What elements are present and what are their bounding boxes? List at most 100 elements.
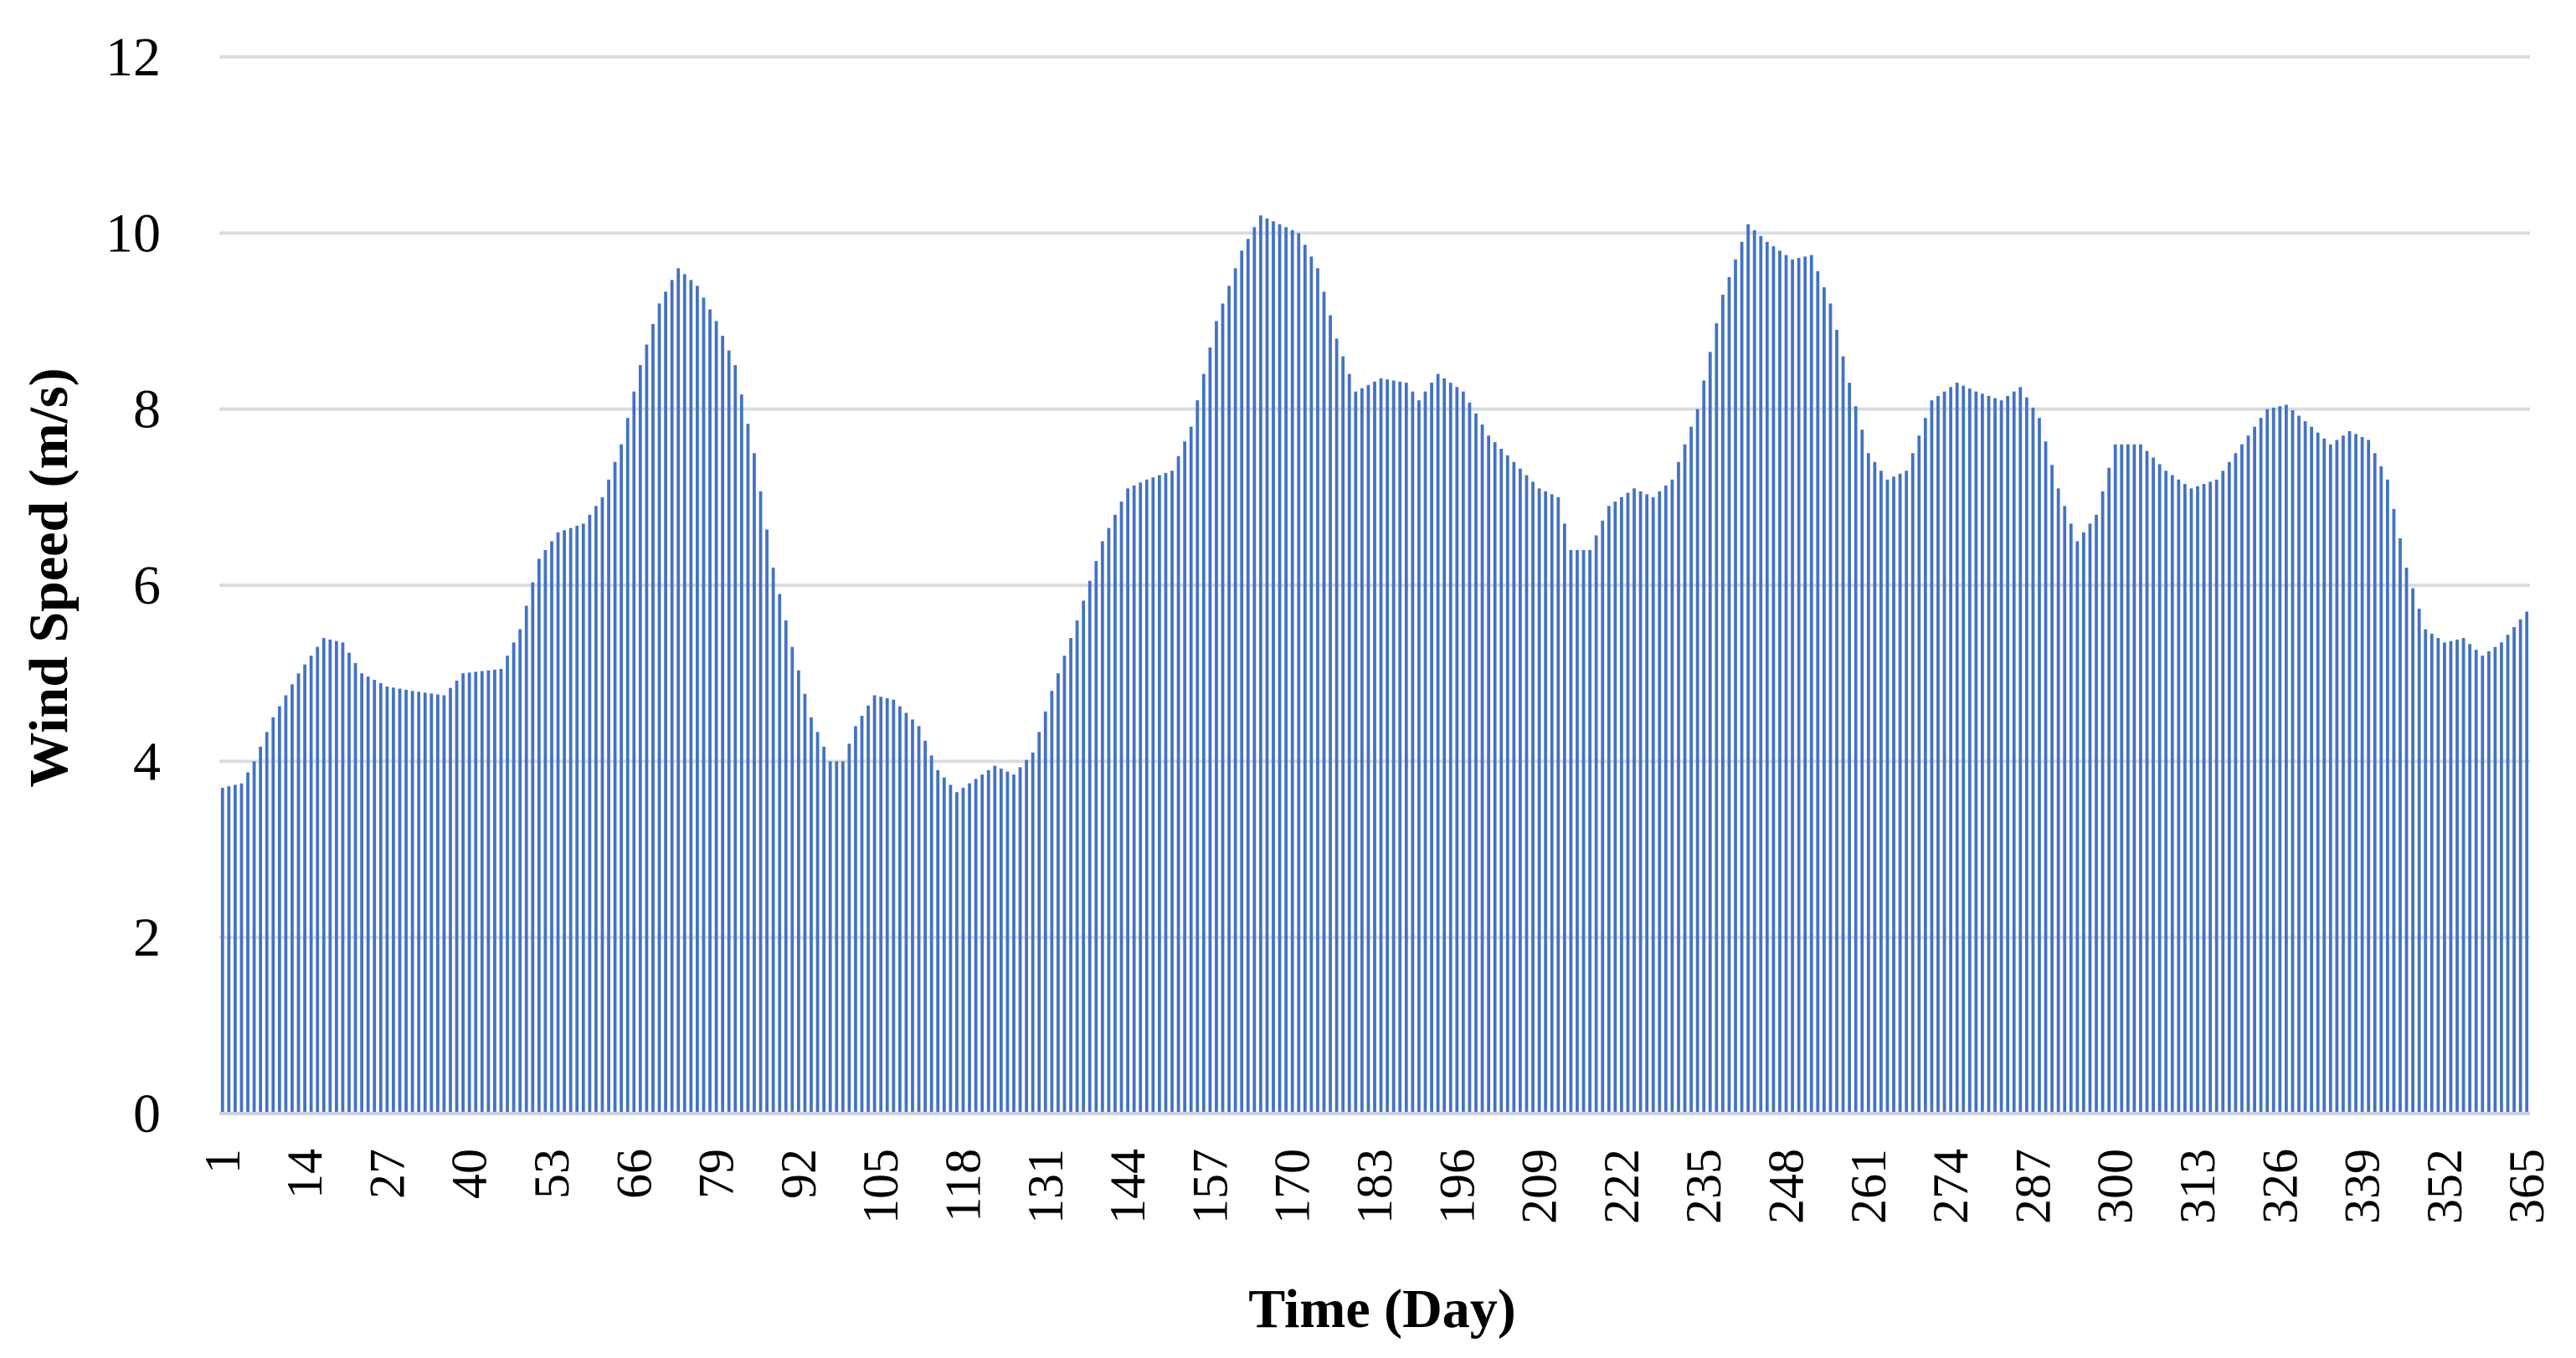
y-tick-label: 12 <box>105 27 161 88</box>
bar <box>1765 241 1769 1114</box>
bar <box>2107 467 2111 1114</box>
bar <box>936 769 940 1114</box>
bar <box>822 746 826 1114</box>
bar <box>2468 644 2472 1114</box>
bar <box>2202 484 2206 1114</box>
bar <box>1873 461 1877 1114</box>
x-tick-label: 365 <box>2499 1149 2554 1224</box>
bar <box>917 726 921 1114</box>
bar <box>512 642 516 1114</box>
bar <box>828 761 832 1114</box>
bar <box>2360 436 2364 1114</box>
bar <box>2373 453 2377 1114</box>
bar <box>689 280 693 1114</box>
bar <box>1632 488 1636 1114</box>
bar <box>2038 418 2041 1114</box>
bar <box>1436 373 1440 1114</box>
bar <box>2271 407 2275 1114</box>
bar <box>1404 383 1408 1114</box>
bar <box>284 695 288 1114</box>
bar <box>373 680 377 1114</box>
bar <box>1448 383 1453 1114</box>
bar <box>1683 444 1687 1114</box>
bar <box>1386 379 1390 1114</box>
bar <box>2189 488 2193 1114</box>
bar <box>1556 496 1561 1114</box>
bar <box>1164 472 1168 1114</box>
bar <box>771 567 775 1114</box>
bar <box>392 687 395 1114</box>
bar <box>1043 711 1047 1114</box>
bar <box>1442 378 1447 1114</box>
bar <box>1069 638 1072 1114</box>
bar <box>1082 600 1086 1114</box>
bar <box>2063 506 2067 1114</box>
bar <box>753 453 756 1114</box>
bar <box>378 683 383 1114</box>
bar <box>986 769 990 1114</box>
y-tick-label: 10 <box>105 203 161 264</box>
bar <box>271 717 275 1114</box>
bar <box>1949 387 1952 1114</box>
x-tick-label: 66 <box>606 1149 661 1199</box>
bar <box>1581 549 1586 1114</box>
bar <box>1284 227 1288 1114</box>
bar <box>911 719 914 1114</box>
bar <box>1360 388 1364 1114</box>
bar <box>999 769 1003 1114</box>
bar <box>316 646 320 1114</box>
bar <box>1189 426 1193 1114</box>
bar <box>1309 256 1314 1114</box>
bar <box>1519 468 1522 1114</box>
bar <box>1290 229 1294 1114</box>
bar <box>537 558 541 1114</box>
bar <box>866 705 870 1114</box>
bar <box>1354 391 1358 1114</box>
bar <box>1272 221 1275 1114</box>
bar <box>2424 629 2428 1114</box>
bar <box>1430 383 1433 1114</box>
bar <box>277 706 281 1114</box>
bar <box>309 656 313 1114</box>
bar <box>1784 255 1788 1114</box>
bar <box>1715 323 1719 1114</box>
bar <box>265 732 269 1114</box>
bar <box>1955 383 1959 1114</box>
bar <box>676 268 681 1114</box>
bar <box>252 761 256 1114</box>
bar <box>550 541 553 1114</box>
bar <box>942 777 946 1114</box>
bar <box>385 686 389 1114</box>
bar <box>1018 767 1022 1114</box>
bar <box>993 765 997 1114</box>
bar <box>1221 303 1225 1114</box>
bar <box>955 792 959 1114</box>
bar <box>1411 391 1415 1114</box>
y-tick-label: 0 <box>133 1083 161 1145</box>
bar <box>2113 444 2117 1114</box>
bar <box>1100 541 1104 1114</box>
x-tick-label: 313 <box>2170 1149 2225 1224</box>
bar <box>2214 479 2219 1114</box>
bar <box>664 291 667 1114</box>
bar <box>2493 646 2497 1114</box>
bar <box>1195 400 1200 1114</box>
bar <box>1917 435 1921 1114</box>
bar <box>1860 430 1864 1114</box>
bar <box>1107 527 1111 1114</box>
bar <box>1170 471 1174 1114</box>
bar <box>1576 549 1579 1114</box>
bar <box>1512 461 1516 1114</box>
bar <box>2170 475 2174 1114</box>
bar <box>1550 494 1554 1114</box>
bar <box>1905 471 1909 1114</box>
bar <box>1347 373 1351 1114</box>
bar <box>2132 444 2136 1114</box>
bar <box>974 779 978 1114</box>
bar <box>727 350 731 1114</box>
bar <box>1487 435 1490 1114</box>
bar <box>1329 315 1332 1114</box>
bar <box>2024 397 2028 1114</box>
bar <box>904 712 908 1114</box>
bar <box>1677 461 1680 1114</box>
